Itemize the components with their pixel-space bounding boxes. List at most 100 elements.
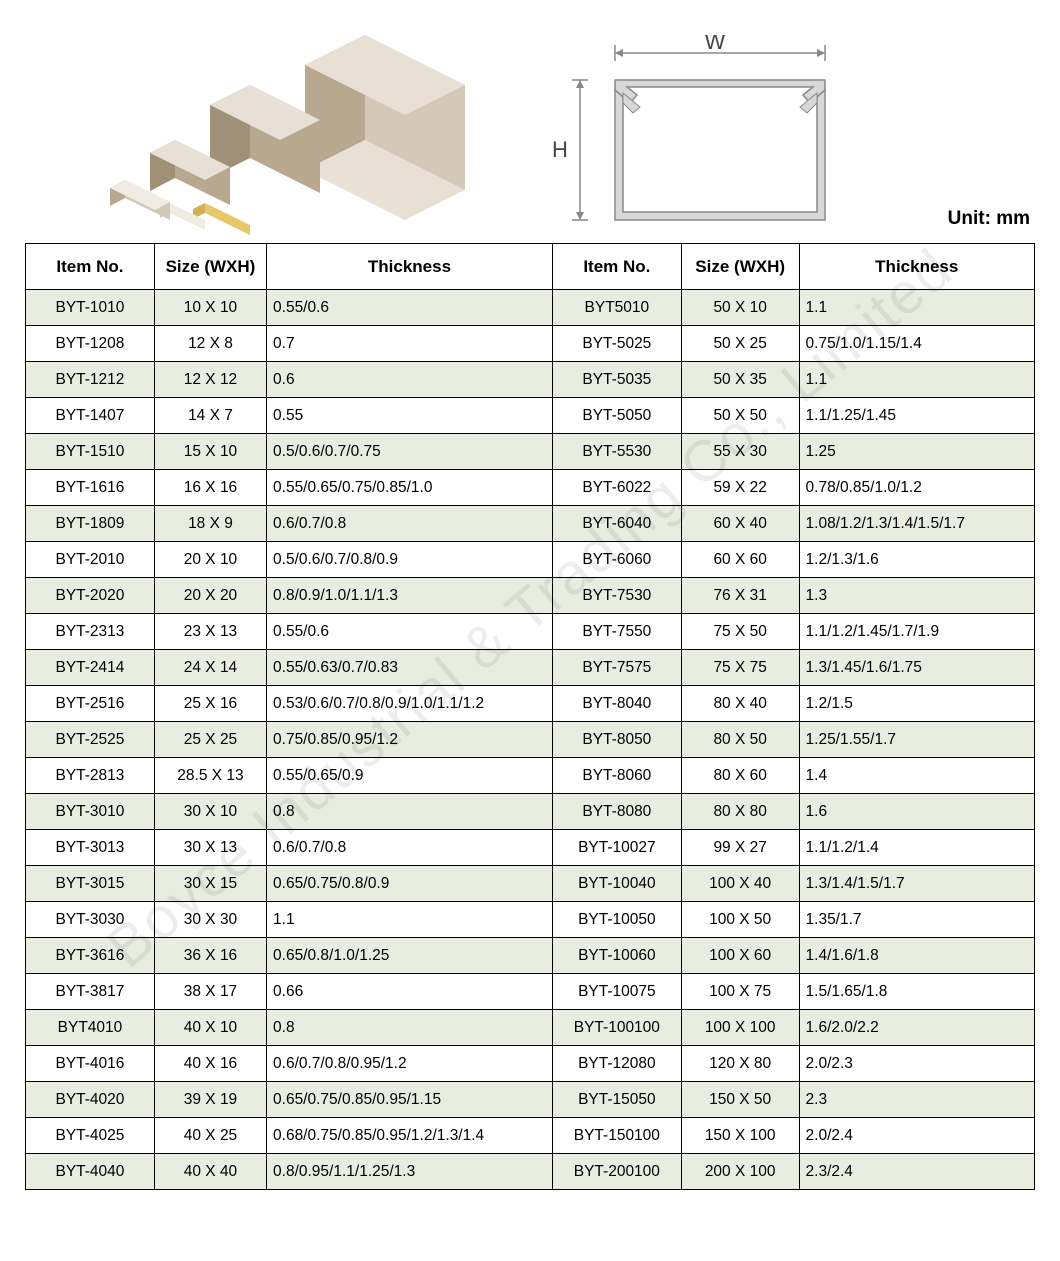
table-row: BYT-301330 X 130.6/0.7/0.8BYT-1002799 X …	[26, 830, 1035, 866]
table-cell: 100 X 100	[681, 1010, 799, 1046]
table-cell: 0.55	[267, 398, 553, 434]
table-cell: 1.2/1.5	[799, 686, 1034, 722]
table-cell: BYT-1616	[26, 470, 155, 506]
table-cell: BYT-5050	[552, 398, 681, 434]
table-cell: 1.35/1.7	[799, 902, 1034, 938]
top-section: W H	[25, 25, 1035, 235]
table-cell: BYT-3616	[26, 938, 155, 974]
table-cell: 50 X 10	[681, 290, 799, 326]
table-row: BYT401040 X 100.8BYT-100100100 X 1001.6/…	[26, 1010, 1035, 1046]
table-cell: 40 X 40	[154, 1154, 266, 1190]
table-row: BYT-281328.5 X 130.55/0.65/0.9BYT-806080…	[26, 758, 1035, 794]
header-thickness-2: Thickness	[799, 244, 1034, 290]
table-cell: 1.1	[267, 902, 553, 938]
table-cell: BYT-100100	[552, 1010, 681, 1046]
table-cell: 40 X 10	[154, 1010, 266, 1046]
table-cell: BYT-10027	[552, 830, 681, 866]
table-cell: 12 X 12	[154, 362, 266, 398]
table-cell: BYT-1010	[26, 290, 155, 326]
table-cell: BYT-10050	[552, 902, 681, 938]
table-cell: 12 X 8	[154, 326, 266, 362]
table-cell: 200 X 100	[681, 1154, 799, 1190]
table-row: BYT-252525 X 250.75/0.85/0.95/1.2BYT-805…	[26, 722, 1035, 758]
table-cell: BYT-10075	[552, 974, 681, 1010]
table-cell: BYT-10060	[552, 938, 681, 974]
table-cell: 55 X 30	[681, 434, 799, 470]
table-row: BYT-404040 X 400.8/0.95/1.1/1.25/1.3BYT-…	[26, 1154, 1035, 1190]
table-cell: BYT-1809	[26, 506, 155, 542]
table-row: BYT-381738 X 170.66BYT-10075100 X 751.5/…	[26, 974, 1035, 1010]
table-row: BYT-401640 X 160.6/0.7/0.8/0.95/1.2BYT-1…	[26, 1046, 1035, 1082]
table-cell: BYT-7575	[552, 650, 681, 686]
table-cell: BYT-2020	[26, 578, 155, 614]
table-cell: BYT-6022	[552, 470, 681, 506]
table-cell: 0.55/0.63/0.7/0.83	[267, 650, 553, 686]
table-cell: 0.65/0.8/1.0/1.25	[267, 938, 553, 974]
table-cell: BYT-4040	[26, 1154, 155, 1190]
table-cell: 1.25	[799, 434, 1034, 470]
table-cell: 15 X 10	[154, 434, 266, 470]
table-row: BYT-151015 X 100.5/0.6/0.7/0.75BYT-55305…	[26, 434, 1035, 470]
table-cell: 0.75/1.0/1.15/1.4	[799, 326, 1034, 362]
table-cell: 23 X 13	[154, 614, 266, 650]
table-cell: 1.6/2.0/2.2	[799, 1010, 1034, 1046]
table-cell: 99 X 27	[681, 830, 799, 866]
table-cell: BYT-2813	[26, 758, 155, 794]
table-cell: 0.6/0.7/0.8	[267, 830, 553, 866]
table-row: BYT-121212 X 120.6BYT-503550 X 351.1	[26, 362, 1035, 398]
table-cell: BYT-12080	[552, 1046, 681, 1082]
table-cell: 24 X 14	[154, 650, 266, 686]
table-cell: 38 X 17	[154, 974, 266, 1010]
table-cell: 30 X 15	[154, 866, 266, 902]
header-item-no-2: Item No.	[552, 244, 681, 290]
table-cell: 120 X 80	[681, 1046, 799, 1082]
table-cell: 150 X 50	[681, 1082, 799, 1118]
table-cell: 25 X 25	[154, 722, 266, 758]
table-row: BYT-301530 X 150.65/0.75/0.8/0.9BYT-1004…	[26, 866, 1035, 902]
table-cell: 0.6/0.7/0.8	[267, 506, 553, 542]
table-cell: BYT-7530	[552, 578, 681, 614]
table-cell: 0.55/0.65/0.9	[267, 758, 553, 794]
header-size-1: Size (WXH)	[154, 244, 266, 290]
table-cell: 2.0/2.3	[799, 1046, 1034, 1082]
table-cell: 40 X 16	[154, 1046, 266, 1082]
table-cell: 0.5/0.6/0.7/0.75	[267, 434, 553, 470]
table-cell: BYT-1407	[26, 398, 155, 434]
table-row: BYT-180918 X 90.6/0.7/0.8BYT-604060 X 40…	[26, 506, 1035, 542]
table-cell: 0.78/0.85/1.0/1.2	[799, 470, 1034, 506]
h-label: H	[552, 137, 568, 162]
table-cell: 0.8/0.95/1.1/1.25/1.3	[267, 1154, 553, 1190]
table-cell: 50 X 25	[681, 326, 799, 362]
table-cell: 0.65/0.75/0.85/0.95/1.15	[267, 1082, 553, 1118]
table-cell: BYT-4020	[26, 1082, 155, 1118]
table-cell: 0.65/0.75/0.8/0.9	[267, 866, 553, 902]
header-item-no-1: Item No.	[26, 244, 155, 290]
table-cell: 80 X 40	[681, 686, 799, 722]
table-cell: BYT-5025	[552, 326, 681, 362]
table-cell: 50 X 35	[681, 362, 799, 398]
cross-section-diagram: W H	[545, 35, 855, 235]
table-cell: BYT-5530	[552, 434, 681, 470]
unit-label: Unit: mm	[948, 208, 1030, 230]
table-cell: 2.3/2.4	[799, 1154, 1034, 1190]
table-cell: 0.55/0.6	[267, 290, 553, 326]
table-cell: 0.66	[267, 974, 553, 1010]
header-thickness-1: Thickness	[267, 244, 553, 290]
table-cell: 0.7	[267, 326, 553, 362]
table-cell: BYT-4016	[26, 1046, 155, 1082]
table-header-row: Item No. Size (WXH) Thickness Item No. S…	[26, 244, 1035, 290]
table-cell: 1.3/1.4/1.5/1.7	[799, 866, 1034, 902]
table-cell: 0.55/0.6	[267, 614, 553, 650]
table-cell: 1.6	[799, 794, 1034, 830]
table-row: BYT-361636 X 160.65/0.8/1.0/1.25BYT-1006…	[26, 938, 1035, 974]
table-cell: 76 X 31	[681, 578, 799, 614]
table-cell: 0.55/0.65/0.75/0.85/1.0	[267, 470, 553, 506]
table-row: BYT-202020 X 200.8/0.9/1.0/1.1/1.3BYT-75…	[26, 578, 1035, 614]
table-cell: 0.75/0.85/0.95/1.2	[267, 722, 553, 758]
table-cell: 0.8	[267, 794, 553, 830]
table-cell: BYT-3030	[26, 902, 155, 938]
table-cell: BYT-2525	[26, 722, 155, 758]
table-cell: 25 X 16	[154, 686, 266, 722]
table-cell: 1.2/1.3/1.6	[799, 542, 1034, 578]
table-cell: 1.1	[799, 290, 1034, 326]
